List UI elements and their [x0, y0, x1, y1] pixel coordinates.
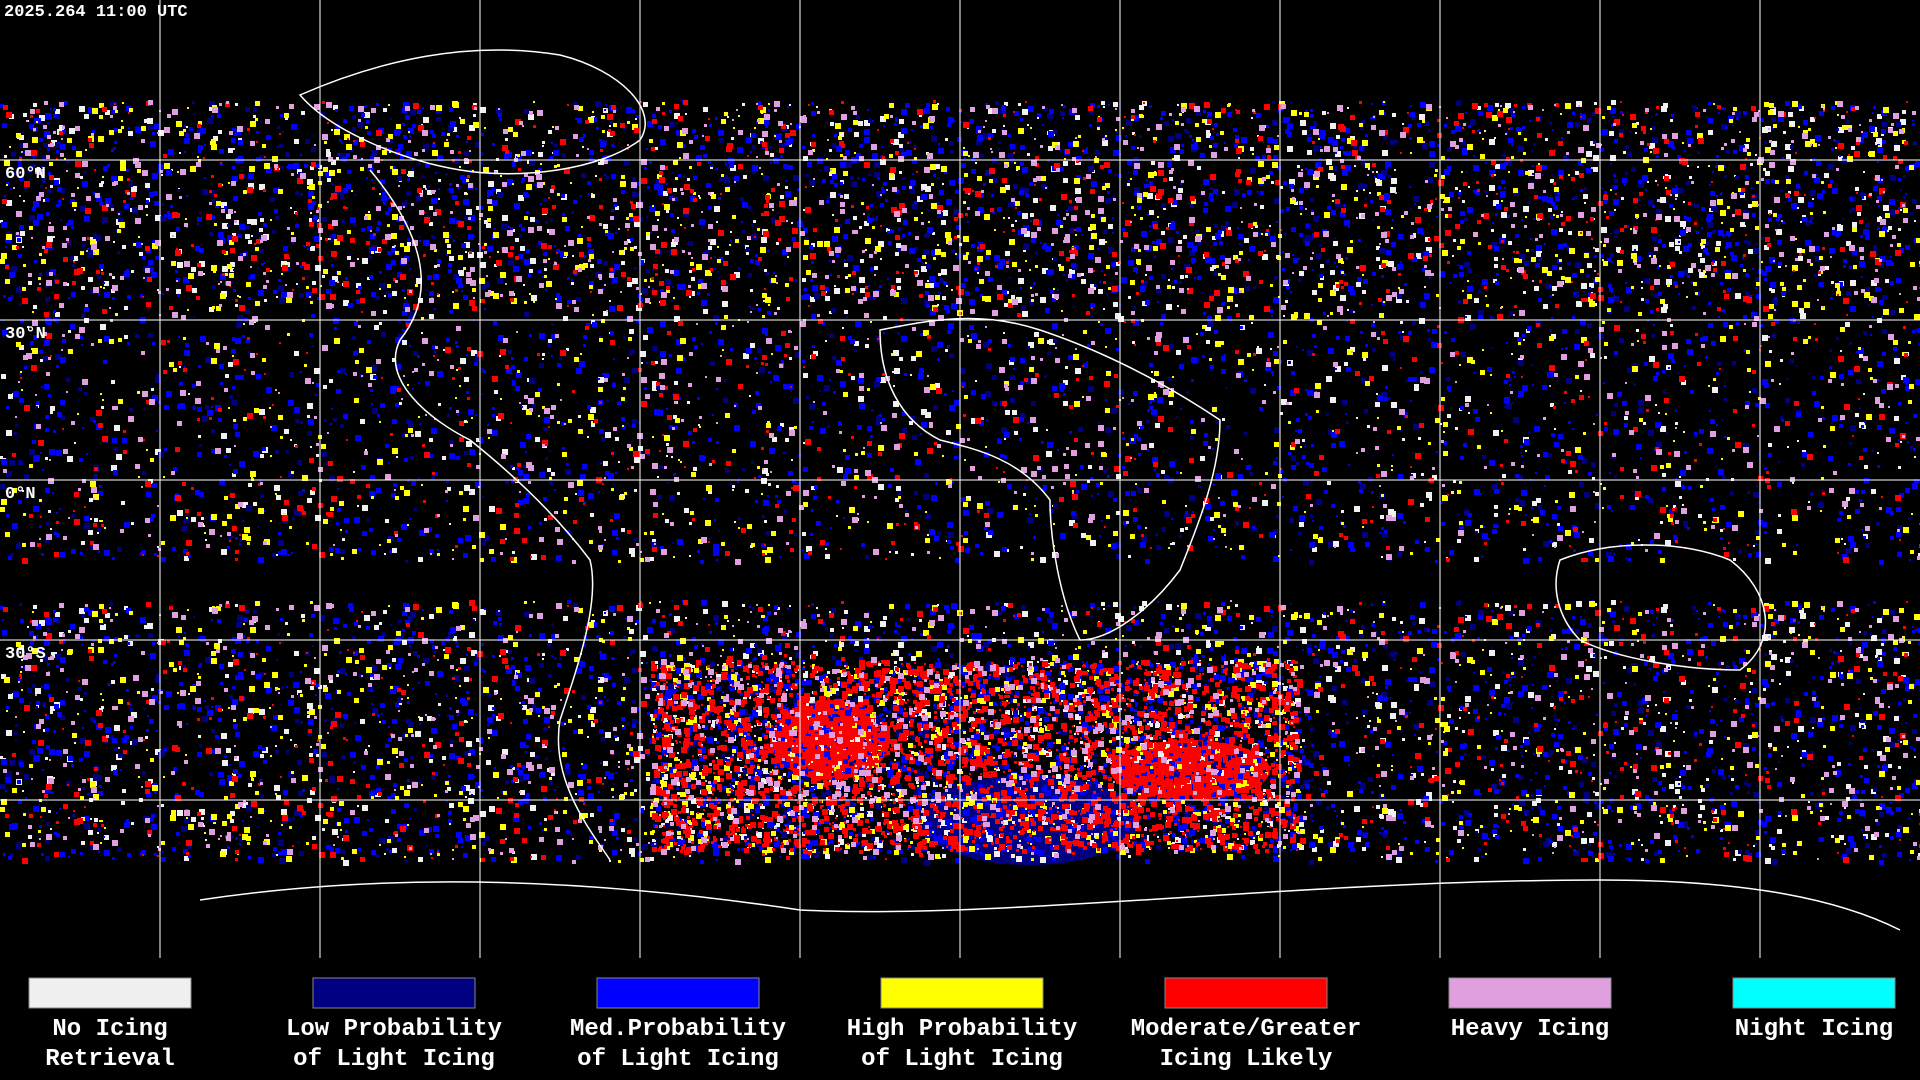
- legend-swatch: [312, 977, 476, 1009]
- legend-swatch: [1448, 977, 1612, 1009]
- legend-swatch: [28, 977, 192, 1009]
- legend-label: Low Probability: [286, 1016, 502, 1043]
- legend-label: Heavy Icing: [1451, 1016, 1609, 1043]
- legend-label: Moderate/Greater: [1131, 1016, 1361, 1043]
- legend-label: Med.Probability: [570, 1016, 786, 1043]
- australia-coast: [1555, 544, 1767, 671]
- latitude-labels: 60°N 30°N 0°N 30°S: [5, 165, 46, 664]
- latitude-label: 30°N: [5, 325, 46, 344]
- legend-swatch: [1164, 977, 1328, 1009]
- legend-swatch: [880, 977, 1044, 1009]
- latitude-label: 30°S: [5, 645, 46, 664]
- legend-label: No Icing: [52, 1016, 167, 1043]
- legend: No Icing Retrieval Low Probability of Light…: [28, 977, 1896, 1073]
- legend-label: Icing Likely: [1160, 1046, 1333, 1073]
- americas-coast: [369, 169, 611, 861]
- timestamp: 2025.264 11:00 UTC: [4, 3, 188, 22]
- africa-coast: [879, 317, 1221, 641]
- latitude-label: 0°N: [5, 485, 36, 504]
- antarctica-coast: [199, 879, 1901, 931]
- legend-label: of Light Icing: [293, 1046, 495, 1073]
- coastlines: [199, 49, 1901, 931]
- legend-label: of Light Icing: [861, 1046, 1063, 1073]
- legend-label: High Probability: [847, 1016, 1077, 1043]
- legend-swatch: [596, 977, 760, 1009]
- pixel-cluster: [2, 100, 1920, 864]
- legend-label: Night Icing: [1735, 1016, 1893, 1043]
- latitude-label: 60°N: [5, 165, 46, 184]
- legend-label: Retrieval: [45, 1046, 175, 1073]
- legend-swatch: [1732, 977, 1896, 1009]
- legend-label: of Light Icing: [577, 1046, 779, 1073]
- graticule: [0, 0, 1920, 958]
